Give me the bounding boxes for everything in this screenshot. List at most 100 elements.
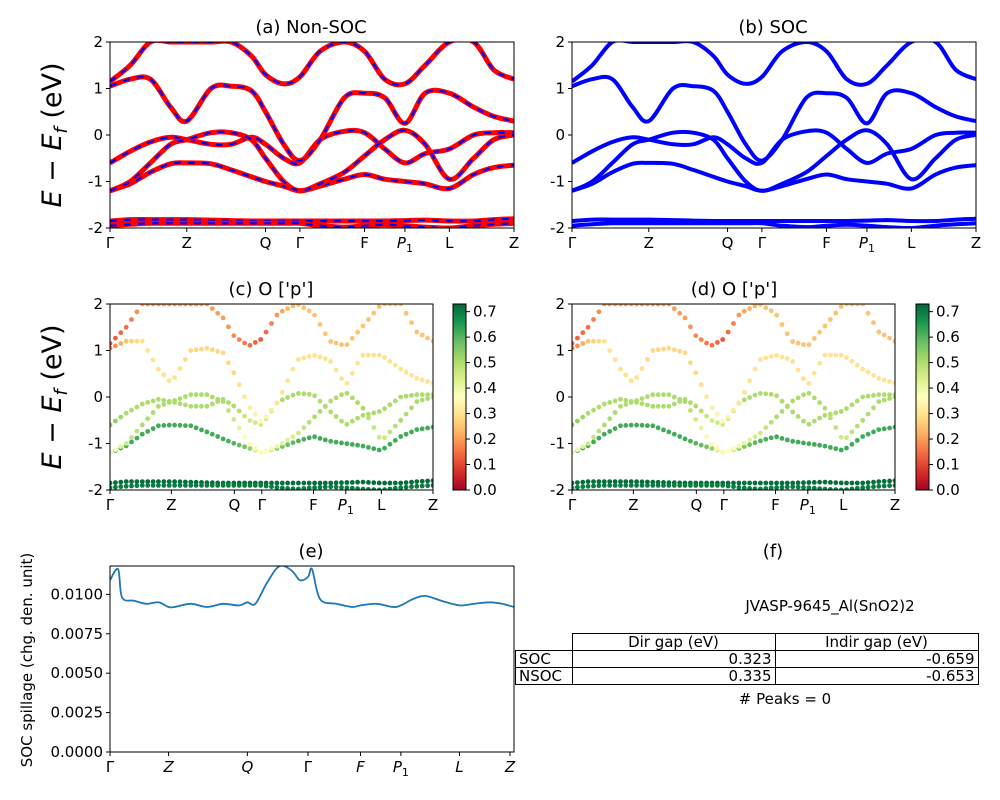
band-point xyxy=(725,329,731,335)
band-point xyxy=(763,480,769,486)
band-point xyxy=(204,483,210,488)
band-point xyxy=(817,400,822,405)
band-point xyxy=(419,397,425,403)
band-point xyxy=(209,394,215,400)
band-point xyxy=(768,391,774,397)
band-point xyxy=(177,396,183,401)
band-point xyxy=(296,438,301,444)
band-point xyxy=(612,410,618,415)
band-point xyxy=(693,403,699,409)
band-point xyxy=(580,341,586,346)
band-point xyxy=(414,376,420,381)
band-point xyxy=(838,304,844,309)
x-tick-label: L xyxy=(455,758,463,776)
band-point xyxy=(741,308,747,314)
band-point xyxy=(833,487,839,490)
band-point xyxy=(312,312,317,318)
band-point xyxy=(715,445,720,451)
band-point xyxy=(720,418,726,424)
band-point xyxy=(328,409,334,415)
band-point xyxy=(811,442,817,447)
band-point xyxy=(784,480,790,486)
plot-frame xyxy=(109,41,515,229)
band-point xyxy=(892,424,895,430)
band-point xyxy=(177,401,183,407)
band-point xyxy=(134,404,140,410)
band-point xyxy=(677,483,683,488)
band-point xyxy=(161,372,167,378)
panel-d-title: (d) O ['p'] xyxy=(691,279,777,300)
band-point xyxy=(811,395,817,401)
band-point xyxy=(682,399,688,404)
band-point xyxy=(688,483,693,488)
band-point xyxy=(193,347,199,353)
band-point xyxy=(844,480,849,486)
plot-frame xyxy=(109,565,515,753)
band-point xyxy=(860,394,866,400)
band-point xyxy=(623,402,629,407)
band-point xyxy=(382,487,387,490)
band-point xyxy=(747,480,752,486)
band-point xyxy=(349,485,355,490)
band-point xyxy=(430,478,433,484)
band-point xyxy=(892,478,895,484)
band-point xyxy=(177,422,183,428)
band-point xyxy=(312,414,317,420)
band-point xyxy=(333,484,339,490)
band-point xyxy=(301,391,307,397)
band-point xyxy=(634,375,639,380)
band-point xyxy=(704,444,709,450)
band-point xyxy=(828,415,833,421)
band-point xyxy=(817,479,822,485)
band-point xyxy=(849,480,855,486)
band-point xyxy=(209,306,215,311)
x-tick-label: Q xyxy=(260,234,272,252)
band-point xyxy=(607,483,613,488)
band-point xyxy=(801,342,806,347)
band-point xyxy=(720,337,726,342)
band-point xyxy=(366,317,371,322)
band-point xyxy=(655,347,661,353)
band-point xyxy=(355,479,360,485)
band-point xyxy=(698,382,704,387)
band-point xyxy=(645,479,650,485)
x-tick-label: P1 xyxy=(393,758,409,779)
band-point xyxy=(693,417,699,422)
band-point xyxy=(199,346,204,352)
band-point xyxy=(263,483,269,489)
band-point xyxy=(822,479,828,485)
band-point xyxy=(409,405,414,411)
band-point xyxy=(752,480,758,486)
band-point xyxy=(360,352,366,358)
band-point xyxy=(430,424,433,430)
band-point xyxy=(134,309,140,315)
band-point xyxy=(618,483,623,488)
band-point xyxy=(596,309,602,315)
band-point xyxy=(763,425,769,431)
band-point xyxy=(844,355,849,360)
band-point xyxy=(817,486,822,490)
band-point xyxy=(285,486,290,490)
band-point xyxy=(382,435,387,441)
band-point xyxy=(881,478,887,484)
band-point xyxy=(376,352,382,358)
band-point xyxy=(645,394,650,399)
band-point xyxy=(392,362,398,368)
band-point xyxy=(274,480,280,486)
band-point xyxy=(833,410,839,416)
band-point xyxy=(312,434,317,440)
colorbar-tick-label: 0.0 xyxy=(473,481,497,499)
band-point xyxy=(322,437,328,443)
band-point xyxy=(671,483,677,488)
band-point xyxy=(607,400,613,405)
band-point xyxy=(360,412,366,418)
band-point xyxy=(881,426,887,432)
band-point xyxy=(252,420,258,425)
band-point xyxy=(709,446,715,451)
band-point xyxy=(871,393,876,398)
band-point xyxy=(806,342,812,347)
band-point xyxy=(865,393,871,399)
band-point xyxy=(263,448,269,454)
